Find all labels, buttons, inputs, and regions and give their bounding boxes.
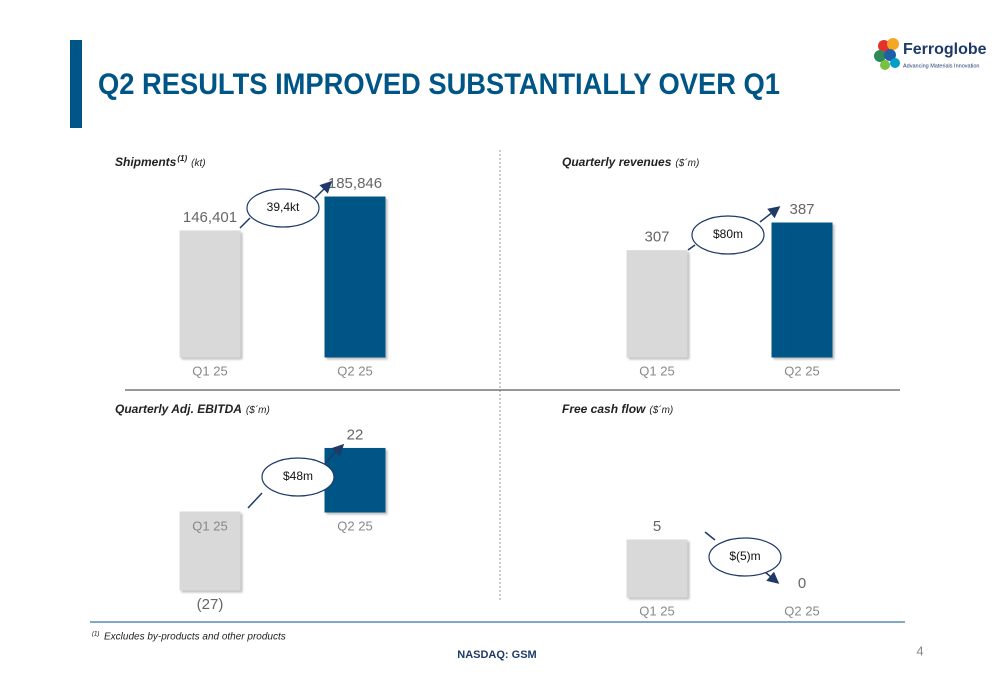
annotation-arrow (247, 492, 263, 509)
chart-title-text: Quarterly Adj. EBITDA (115, 402, 242, 416)
annotation-arrow (704, 531, 716, 541)
logo-icon (874, 38, 900, 70)
category-label: Q2 25 (337, 363, 372, 378)
category-label: Q2 25 (784, 363, 819, 378)
chart-title-text: Shipments (115, 155, 177, 169)
chart-title-text: Quarterly revenues (562, 155, 672, 169)
slide-title: Q2 RESULTS IMPROVED SUBSTANTIALLY OVER Q… (98, 68, 780, 101)
chart-title: Free cash flow ($´m) (562, 402, 673, 416)
bar (179, 230, 241, 358)
annotation: $48m (283, 469, 313, 483)
value-label: 387 (789, 201, 814, 218)
chart-unit: ($´m) (246, 404, 270, 416)
page-number: 4 (916, 643, 923, 658)
bar (626, 539, 688, 598)
value-label: 5 (653, 518, 661, 535)
annotation-arrow (687, 244, 696, 251)
footnote: Excludes by-products and other products (104, 632, 286, 643)
annotation: 39,4kt (267, 200, 300, 214)
chart-title: Quarterly Adj. EBITDA ($´m) (115, 402, 270, 416)
category-label: Q1 25 (192, 518, 227, 533)
category-label: Q1 25 (192, 363, 227, 378)
chart-title-text: Free cash flow (562, 402, 646, 416)
chart-unit: ($´m) (649, 404, 673, 416)
footnote-marker: (1) (92, 632, 99, 638)
category-label: Q2 25 (337, 518, 372, 533)
category-label: Q1 25 (639, 363, 674, 378)
title-bar (70, 40, 82, 128)
annotation: $(5)m (729, 549, 760, 563)
annotation-arrow (764, 571, 780, 584)
bar (179, 511, 241, 591)
annotation-bubble (708, 537, 782, 577)
annotation-arrow (314, 180, 333, 199)
value-label: 146,401 (183, 209, 237, 226)
logo-name: Ferroglobe (903, 41, 987, 58)
chart-unit: ($´m) (675, 157, 699, 169)
bar (771, 222, 833, 358)
chart-title: Quarterly revenues ($´m) (562, 155, 699, 169)
chart-unit: (kt) (191, 158, 205, 169)
value-label: (27) (197, 596, 224, 613)
annotation-arrow (759, 206, 781, 223)
bar (324, 196, 386, 358)
value-label: 0 (798, 575, 806, 592)
logo-tagline: Advancing Materials Innovation (903, 63, 979, 69)
chart-title: Shipments(1) (kt) (115, 154, 206, 169)
category-label: Q1 25 (639, 603, 674, 618)
chart-title-note: (1) (177, 154, 187, 163)
footer: NASDAQ: GSM (457, 649, 536, 661)
annotation-bubble (261, 457, 335, 497)
value-label: 307 (644, 229, 669, 246)
bar (324, 447, 386, 513)
annotation-bubble (691, 215, 765, 255)
annotation-arrow (324, 443, 345, 464)
value-label: 22 (347, 426, 364, 443)
value-label: 185,846 (328, 175, 382, 192)
category-label: Q2 25 (784, 603, 819, 618)
bar (626, 250, 688, 358)
annotation-arrow (239, 217, 251, 229)
annotation-bubble (246, 188, 320, 228)
annotation: $80m (713, 227, 743, 241)
